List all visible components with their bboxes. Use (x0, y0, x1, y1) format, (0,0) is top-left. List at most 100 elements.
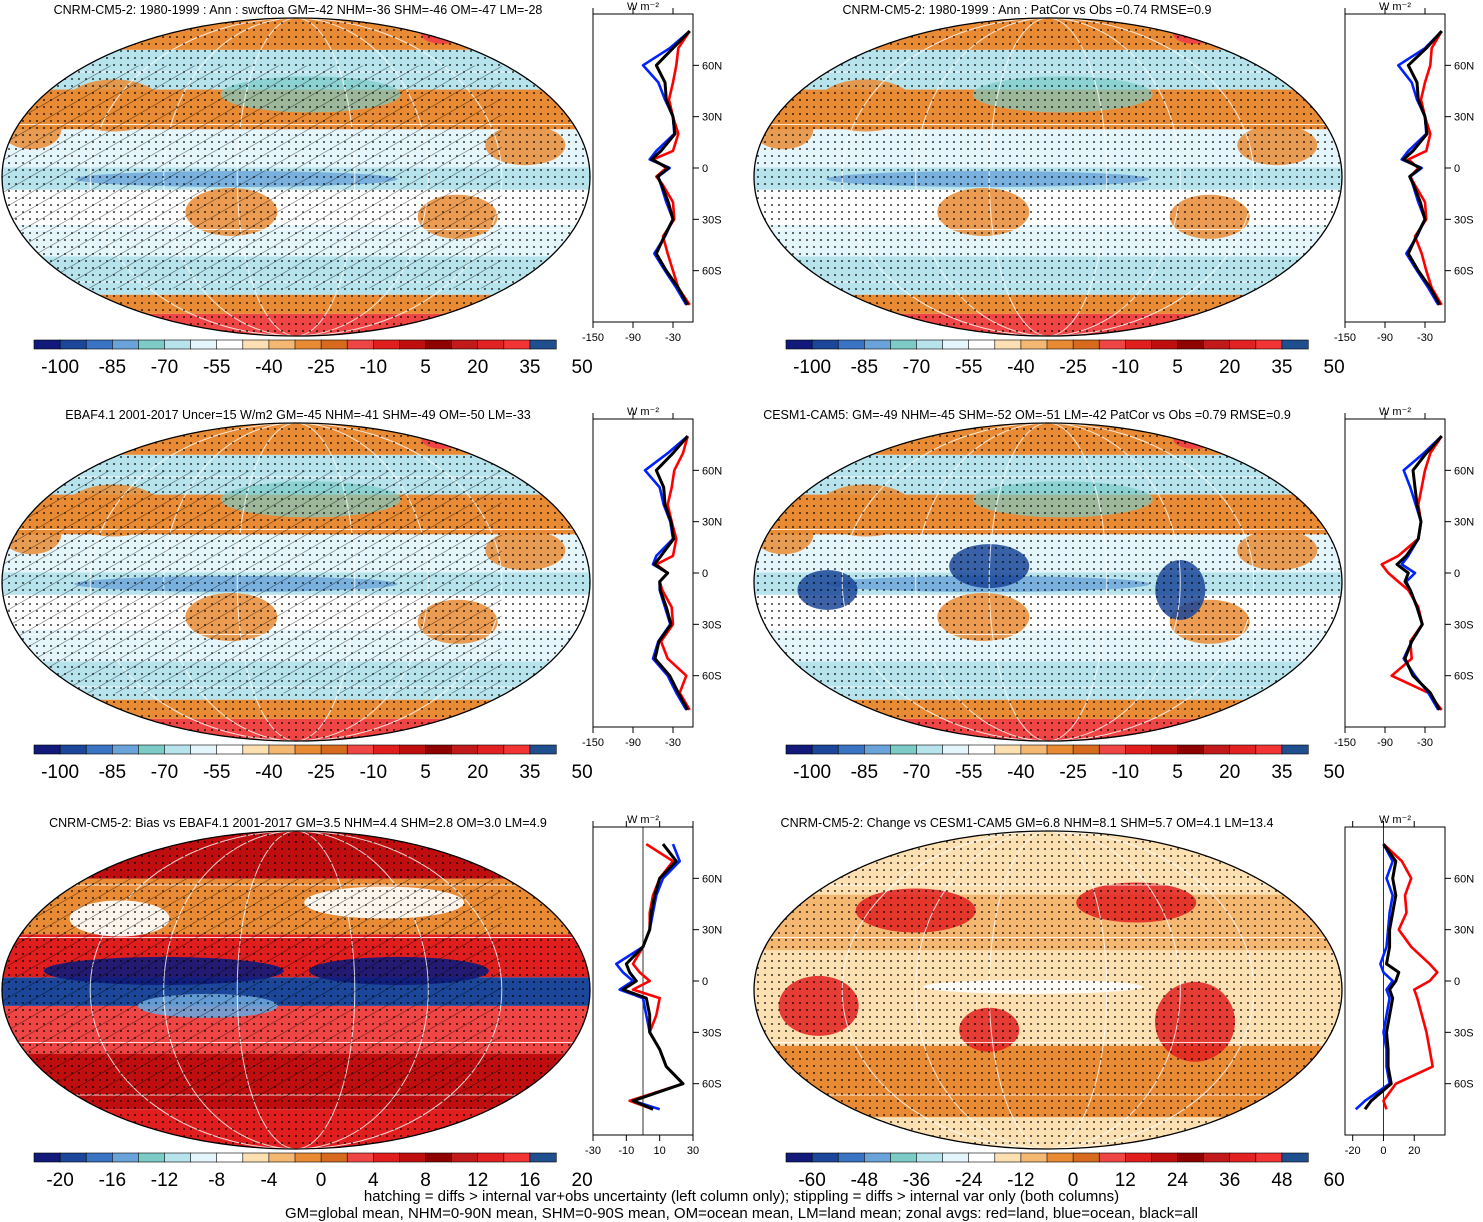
colorbar-swatch (1281, 339, 1309, 350)
colorbar-label: 20 (467, 357, 488, 378)
zonal-mean-plot: 60N 30N 0 30S 60S -20 0 20 W m⁻² (1344, 814, 1474, 1157)
colorbar-swatch (1203, 339, 1231, 350)
x-tick-label: -30 (665, 332, 681, 344)
colorbar-swatch (529, 339, 557, 350)
colorbar-swatch (216, 339, 244, 350)
colorbar-label: -10 (360, 762, 387, 783)
colorbar-swatch (138, 1152, 166, 1163)
y-tick-label: 30N (702, 517, 722, 529)
y-tick-label: 0 (1454, 568, 1460, 580)
colorbar-swatch (59, 339, 87, 350)
colorbar-swatch (1125, 744, 1153, 755)
colorbar-swatch (33, 339, 61, 350)
colorbar-swatch (837, 1152, 865, 1163)
colorbar-swatch (112, 1152, 140, 1163)
series-line-all (1363, 843, 1401, 1111)
colorbar-swatch (1151, 339, 1179, 350)
colorbar-label: 4 (368, 1170, 379, 1191)
x-tick-label: -90 (625, 737, 641, 749)
panel-p1: CNRM-CM5-2: 1980-1999 : Ann : swcftoa GM… (1, 1, 722, 378)
colorbar-label: 35 (1271, 357, 1292, 378)
colorbar-label: 50 (572, 762, 593, 783)
zonal-mean-plot: 60N 30N 0 30S 60S -150 -90 -30 W m⁻² (1334, 406, 1474, 749)
hatching-overlay (2, 65, 502, 289)
colorbar-label: 0 (1068, 1170, 1079, 1191)
footer-line-2: GM=global mean, NHM=0-90N mean, SHM=0-90… (284, 1205, 1198, 1222)
x-tick-label: -10 (618, 1145, 634, 1157)
stippling-overlay (754, 18, 1342, 336)
colorbar-swatch (529, 744, 557, 755)
colorbar-swatch (1098, 1152, 1126, 1163)
y-tick-label: 30N (1454, 517, 1474, 529)
colorbar-label: 50 (572, 357, 593, 378)
colorbar-swatch (785, 339, 813, 350)
footer-line-1: hatching = diffs > internal var+obs unce… (363, 1188, 1120, 1205)
map-border (1, 830, 591, 1150)
x-tick-label: 30 (687, 1145, 699, 1157)
colorbar-swatch (811, 744, 839, 755)
x-tick-label: -150 (1334, 737, 1356, 749)
x-tick-label: 20 (1408, 1145, 1420, 1157)
colorbar-swatch (268, 339, 296, 350)
colorbar-label: -40 (1007, 762, 1034, 783)
y-tick-label: 30S (1454, 619, 1474, 631)
colorbar-swatch (112, 339, 140, 350)
colorbar-swatch (190, 339, 218, 350)
colorbar-label: 35 (1271, 762, 1292, 783)
colorbar-swatch (268, 1152, 296, 1163)
colorbar-swatch (968, 1152, 996, 1163)
colorbar-swatch (112, 744, 140, 755)
colorbar-label: -55 (203, 357, 230, 378)
panel-title: CNRM-CM5-2: Change vs CESM1-CAM5 GM=6.8 … (781, 816, 1274, 830)
colorbar-swatch (294, 1152, 322, 1163)
y-tick-label: 30N (1454, 112, 1474, 124)
map-border (753, 422, 1343, 742)
y-tick-label: 60N (1454, 873, 1474, 885)
colorbar-label: -8 (208, 1170, 225, 1191)
x-tick-label: -30 (665, 737, 681, 749)
colorbar-swatch (942, 1152, 970, 1163)
panel-p3: EBAF4.1 2001-2017 Uncer=15 W/m2 GM=-45 N… (1, 406, 722, 783)
colorbar-swatch (346, 339, 374, 350)
colorbar-label: -55 (955, 357, 982, 378)
colorbar-label: 35 (519, 357, 540, 378)
x-tick-label: -30 (1417, 332, 1433, 344)
colorbar-label: 16 (519, 1170, 540, 1191)
y-tick-label: 60N (702, 873, 722, 885)
colorbar-label: -12 (151, 1170, 178, 1191)
colorbar-swatch (1072, 339, 1100, 350)
x-tick-label: 0 (1380, 1145, 1386, 1157)
colorbar-label: -10 (1112, 762, 1139, 783)
colorbar-swatch (1255, 744, 1283, 755)
colorbar-swatch (346, 1152, 374, 1163)
colorbar-swatch (451, 744, 479, 755)
colorbar-swatch (916, 339, 944, 350)
colorbar-swatch (320, 1152, 348, 1163)
colorbar-swatch (59, 1152, 87, 1163)
colorbar-swatch (320, 339, 348, 350)
colorbar-label: 24 (1167, 1170, 1189, 1191)
colorbar-label: -70 (903, 762, 930, 783)
x-tick-label: -150 (1334, 332, 1356, 344)
colorbar-swatch (1255, 339, 1283, 350)
colorbar-swatch (164, 744, 192, 755)
world-map (2, 18, 590, 336)
colorbar-swatch (1046, 1152, 1074, 1163)
colorbar-label: -100 (793, 762, 831, 783)
colorbar-swatch (268, 744, 296, 755)
colorbar-label: -25 (307, 762, 334, 783)
colorbar-swatch (1281, 744, 1309, 755)
panel-p6: CNRM-CM5-2: Change vs CESM1-CAM5 GM=6.8 … (753, 814, 1474, 1191)
colorbar-swatch (242, 1152, 270, 1163)
colorbar-swatch (85, 339, 113, 350)
zonal-frame (1344, 418, 1446, 728)
x-tick-label: -90 (1377, 332, 1393, 344)
colorbar-label: -60 (798, 1170, 825, 1191)
colorbar-label: -55 (955, 762, 982, 783)
colorbar: -100 -85 -70 -55 -40 -25 -10 5 20 35 50 (33, 744, 593, 783)
colorbar-swatch (372, 744, 400, 755)
colorbar-label: 5 (420, 762, 431, 783)
colorbar-swatch (477, 744, 505, 755)
colorbar-label: -12 (1007, 1170, 1034, 1191)
y-tick-label: 30N (1454, 925, 1474, 937)
